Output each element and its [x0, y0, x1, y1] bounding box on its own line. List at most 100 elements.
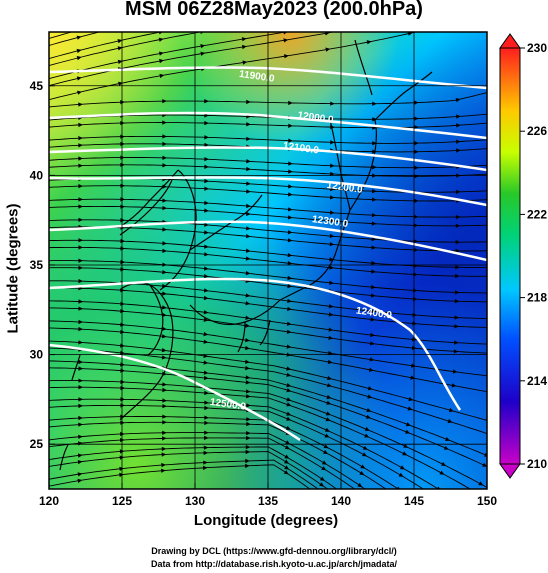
streamline-arrow [366, 408, 372, 413]
streamline-arrow [204, 435, 209, 441]
streamline [49, 198, 487, 218]
streamline-arrow [78, 403, 83, 409]
streamline-arrow [120, 204, 125, 209]
streamline-arrow [357, 482, 363, 488]
streamline-arrow [78, 319, 83, 325]
streamline-arrow [120, 322, 125, 327]
streamline-arrow [162, 312, 167, 318]
streamline-arrow [120, 403, 125, 408]
streamline-arrow [288, 192, 293, 197]
streamline-arrow [330, 195, 335, 200]
streamline-arrow [452, 369, 458, 374]
streamline-arrow [370, 317, 376, 322]
streamline-arrow [203, 450, 209, 456]
streamline-arrow [200, 22, 205, 26]
streamline-arrow [370, 293, 376, 298]
streamline [49, 185, 487, 202]
streamline-arrow [324, 32, 330, 36]
streamline-arrow [370, 341, 375, 346]
streamline-arrow [288, 207, 293, 212]
streamline-arrow [245, 458, 250, 464]
colorbar-ticks: 210 214 218 222 226 230 [520, 41, 547, 471]
streamline-arrow [245, 270, 251, 276]
streamline-arrow [328, 350, 333, 356]
streamline-arrow [329, 265, 334, 270]
streamline-arrow [78, 359, 83, 365]
streamline-arrow [414, 149, 419, 154]
streamline-arrow [78, 326, 83, 332]
streamline-arrow [286, 372, 292, 377]
colorbar: 210 214 218 222 226 230 [499, 33, 547, 479]
streamline-arrow [482, 462, 487, 467]
streamline-arrow [77, 478, 83, 483]
streamline-arrow [245, 323, 250, 328]
streamline-arrow [78, 434, 83, 439]
streamline-arrow [323, 449, 328, 454]
streamline-arrow [204, 178, 209, 184]
streamline-arrow [162, 248, 167, 253]
streamline-arrow [371, 245, 377, 250]
streamline [49, 157, 487, 169]
streamline-arrow [77, 453, 83, 458]
streamline-arrow [162, 382, 167, 387]
streamline-arrow [284, 454, 290, 459]
y-tick-label: 35 [30, 258, 44, 272]
x-axis-ticks: 120 125 130 135 140 145 150 [39, 483, 497, 508]
streamline-arrow [399, 465, 405, 470]
streamline-arrow [203, 310, 209, 315]
streamline-arrow [287, 298, 292, 303]
streamline-arrow [203, 295, 209, 301]
streamline-arrow [162, 387, 167, 393]
streamline-arrow [330, 163, 335, 168]
streamline-arrow [204, 252, 209, 257]
streamline-arrow [162, 404, 167, 409]
streamline-arrow [283, 38, 289, 43]
streamline-arrow [242, 60, 248, 65]
streamline-arrow [454, 315, 460, 320]
streamline-arrow [329, 257, 335, 262]
streamline-arrow [362, 452, 367, 457]
streamline-arrow [204, 208, 209, 213]
streamline-arrow [325, 417, 331, 422]
streamline-arrow [288, 123, 293, 128]
streamline-arrow [119, 472, 124, 478]
streamline-arrow [120, 385, 125, 391]
streamline-arrow [120, 420, 125, 425]
streamline-arrow [453, 349, 459, 354]
streamline-arrow [287, 306, 292, 311]
streamline-arrow [76, 48, 82, 54]
streamline-arrow [78, 245, 83, 250]
streamline-arrow [203, 288, 209, 293]
streamline-arrow [242, 44, 247, 50]
x-tick-label: 125 [112, 494, 132, 508]
streamline-arrow [246, 189, 251, 194]
streamline-arrow [120, 246, 125, 251]
streamline-arrow [286, 321, 292, 326]
streamline-arrow [162, 270, 167, 275]
streamline-arrow [78, 378, 83, 383]
streamline-arrow [372, 101, 377, 106]
streamline-arrow [203, 331, 209, 337]
streamline-arrow [456, 114, 461, 119]
streamline-arrow [329, 218, 335, 223]
streamline-arrow [287, 283, 293, 289]
streamline-arrow [371, 213, 377, 218]
streamline-arrow [284, 465, 290, 470]
streamline-arrow [159, 58, 164, 64]
streamline-arrow [451, 383, 457, 388]
streamline-arrow [246, 159, 251, 164]
streamline-arrow [78, 397, 83, 402]
streamline-arrow [161, 468, 166, 473]
streamline-arrow [120, 329, 125, 335]
streamline-arrow [412, 321, 417, 326]
streamline [49, 398, 440, 489]
streamline-arrow [120, 379, 125, 385]
streamline-arrow [162, 134, 167, 139]
streamline-arrow [327, 375, 332, 381]
streamline-arrow [204, 200, 209, 206]
streamline-arrow [245, 380, 251, 385]
streamline-arrow [328, 304, 334, 309]
streamline-arrow [449, 22, 454, 26]
streamline-arrow [78, 422, 83, 427]
streamline-arrow [162, 398, 167, 403]
